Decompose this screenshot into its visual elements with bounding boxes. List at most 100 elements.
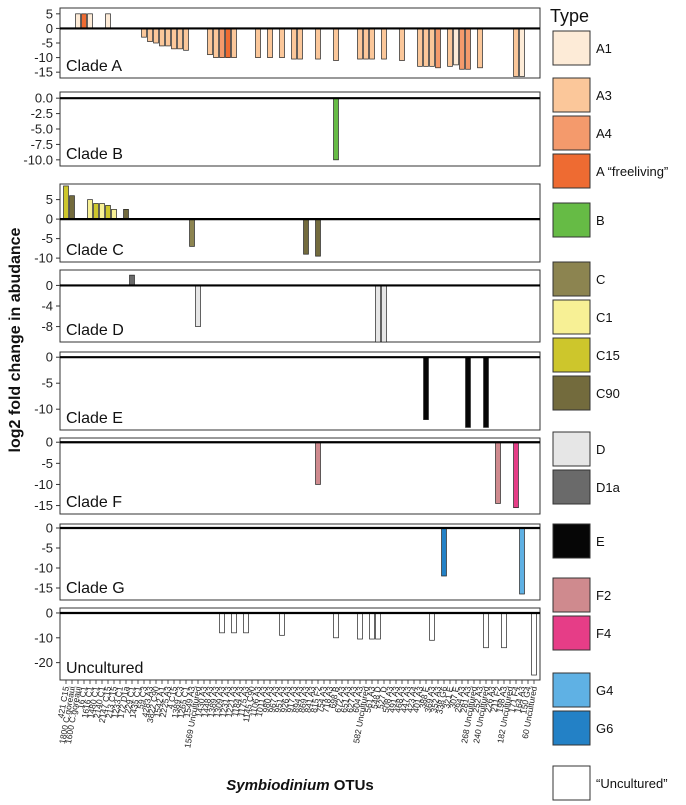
bar-e-otu-67 xyxy=(465,356,471,428)
legend-label: C xyxy=(596,272,605,287)
bar-c90-otu-1 xyxy=(69,195,75,220)
bar-c15-otu-7 xyxy=(105,205,111,220)
legend-group: A1 A3 A4 A “freeliving” B C C1 C15 C90 D D1a E F2 F4 G… xyxy=(552,30,668,801)
y-tick-label: 5 xyxy=(46,6,53,21)
bar-unc-otu-52 xyxy=(375,612,381,640)
legend-swatch-c1 xyxy=(552,299,591,335)
otu-label: 951 A3 xyxy=(273,685,287,713)
otu-label: 527 D xyxy=(375,686,389,710)
bar-a4-otu-67 xyxy=(465,28,471,70)
legend-swatch-c15 xyxy=(552,337,591,373)
legend-swatch-a4 xyxy=(552,115,591,151)
legend-label: A4 xyxy=(596,126,612,141)
panel-clade-g: 0 -5 -10 -15 Clade G xyxy=(34,521,541,601)
clade-label: Clade B xyxy=(66,146,123,163)
bar-e-otu-60 xyxy=(423,356,429,420)
bar-a3-otu-53 xyxy=(381,28,387,60)
otu-label: 561 A3 xyxy=(363,685,377,713)
legend-swatch-f2 xyxy=(552,577,591,613)
bar-f4-otu-75 xyxy=(513,441,519,509)
bar-unc-otu-30 xyxy=(243,612,249,634)
legend-label: A1 xyxy=(596,41,612,56)
bar-a3-otu-59 xyxy=(417,28,423,67)
panel-uncultured: 0 -10 -20 Uncultured xyxy=(34,605,541,681)
otu-label: 423 A4 xyxy=(405,685,419,713)
legend-label: C15 xyxy=(596,348,620,363)
otu-label: 229 C1 xyxy=(122,685,137,714)
y-tick-label: -5 xyxy=(41,231,53,246)
panel-frame xyxy=(59,351,541,431)
bar-unc-otu-26 xyxy=(219,612,225,634)
bar-unc-otu-49 xyxy=(357,612,363,640)
x-axis-label-rest: OTUs xyxy=(330,777,374,794)
clade-label: Clade E xyxy=(66,410,123,427)
clade-label: Clade C xyxy=(66,242,124,259)
bar-unc-otu-70 xyxy=(483,612,489,649)
legend-label: F2 xyxy=(596,588,611,603)
y-tick-label: 0 xyxy=(46,435,53,450)
otu-label: 447 A3 xyxy=(399,685,413,713)
bar-d-otu-22 xyxy=(195,285,201,327)
clade-label: Clade G xyxy=(66,580,125,597)
bar-a3-otu-51 xyxy=(369,28,375,60)
bar-f2-otu-42 xyxy=(315,441,321,485)
bar-a4-otu-66 xyxy=(459,28,465,70)
legend-swatch-g4 xyxy=(552,672,591,708)
otu-label: 967 A3 xyxy=(267,685,281,713)
otu-label: 980 A3 xyxy=(261,685,275,713)
otu-label: 307 E xyxy=(447,685,461,709)
y-tick-label: 0 xyxy=(46,350,53,365)
bar-afree-otu-3 xyxy=(81,13,87,29)
y-tick-label: -10 xyxy=(34,251,53,266)
bar-unc-otu-51 xyxy=(369,612,375,640)
panel-frame xyxy=(59,437,541,515)
y-tick-label: -15 xyxy=(34,498,53,513)
legend-swatch-afree xyxy=(552,153,591,189)
legend-label: A3 xyxy=(596,88,612,103)
legend-label: E xyxy=(596,534,605,549)
otu-label: 672 A3 xyxy=(333,685,347,713)
otu-label: 815 F2 xyxy=(309,685,323,713)
y-tick-label: 0 xyxy=(46,278,53,293)
otu-label: 150 G4 xyxy=(518,685,533,714)
y-tick-label: -10.0 xyxy=(23,152,53,167)
bar-a3-otu-25 xyxy=(213,28,219,58)
otu-label: 164 A3 xyxy=(513,685,527,713)
y-tick-label: -10 xyxy=(34,630,53,645)
otu-label: 894 A3 xyxy=(291,685,305,713)
legend-swatch-a3 xyxy=(552,77,591,113)
y-tick-label: -10 xyxy=(34,50,53,65)
y-tick-label: -2.5 xyxy=(31,106,53,121)
otu-label: 211 F2 xyxy=(489,685,503,712)
legend-swatch-c xyxy=(552,261,591,297)
panel-clade-e: 0 -5 -10 Clade E xyxy=(34,350,541,431)
bar-d-otu-53 xyxy=(381,285,387,343)
legend-swatch-unc xyxy=(552,765,591,801)
otu-label: 198 A3 xyxy=(495,685,509,713)
legend-label: C90 xyxy=(596,386,620,401)
y-tick-label: -7.5 xyxy=(31,137,53,152)
otu-label: 338 G6 xyxy=(434,685,449,714)
otu-label: 401 A3 xyxy=(411,685,425,713)
bar-unc-otu-45 xyxy=(333,612,339,639)
otu-label: 926 A3 xyxy=(279,685,293,713)
otu-label: 281 A3 xyxy=(459,685,473,713)
bar-d-otu-52 xyxy=(375,285,381,343)
otu-label: 294 A3 xyxy=(453,685,467,713)
bar-unc-otu-61 xyxy=(429,612,435,641)
otu-label: 754 A3 xyxy=(315,685,329,713)
bar-unc-otu-28 xyxy=(231,612,237,634)
bar-c90-otu-42 xyxy=(315,218,321,257)
bar-c1-otu-4 xyxy=(87,199,93,220)
y-tick-label: -5 xyxy=(41,36,53,51)
legend-swatch-f4 xyxy=(552,615,591,651)
y-tick-label: -15 xyxy=(34,581,53,596)
legend-label: B xyxy=(596,213,605,228)
bar-a1-otu-2 xyxy=(75,13,81,29)
otu-label: 171 F4 xyxy=(507,685,521,713)
legend-swatch-d1a xyxy=(552,469,591,505)
bar-a3-otu-17 xyxy=(165,28,171,47)
otu-label: 4 C15 xyxy=(165,685,179,709)
bar-a3-otu-50 xyxy=(363,28,369,60)
otu-label: 718 A3 xyxy=(321,685,335,713)
